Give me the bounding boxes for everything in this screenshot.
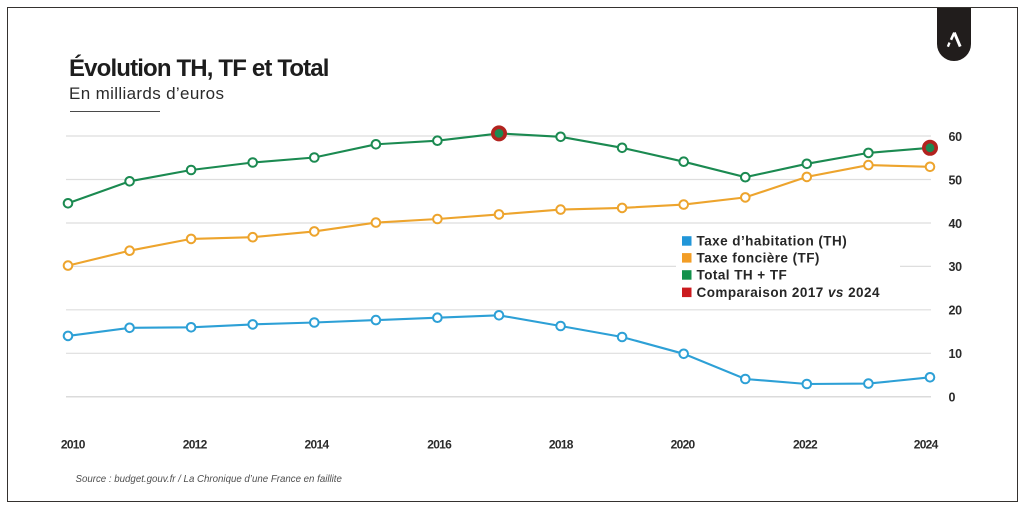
svg-text:20: 20 [949, 304, 963, 318]
svg-text:2024: 2024 [914, 438, 939, 452]
svg-text:0: 0 [949, 391, 956, 405]
svg-text:30: 30 [949, 260, 963, 274]
svg-text:2018: 2018 [549, 438, 574, 452]
svg-text:2020: 2020 [671, 438, 696, 452]
svg-text:50: 50 [949, 173, 963, 187]
svg-text:2016: 2016 [427, 438, 452, 452]
svg-text:10: 10 [949, 347, 963, 361]
svg-text:2014: 2014 [305, 438, 330, 452]
svg-text:2012: 2012 [183, 438, 208, 452]
svg-text:Comparaison 2017 vs 2024: Comparaison 2017 vs 2024 [697, 285, 880, 300]
svg-text:2010: 2010 [61, 438, 86, 452]
svg-text:40: 40 [949, 217, 963, 231]
svg-text:Taxe d’habitation (TH): Taxe d’habitation (TH) [697, 234, 848, 249]
svg-text:Total TH + TF: Total TH + TF [697, 268, 788, 283]
svg-text:60: 60 [949, 130, 963, 144]
svg-text:Taxe foncière (TF): Taxe foncière (TF) [697, 251, 820, 266]
svg-text:2022: 2022 [793, 438, 818, 452]
